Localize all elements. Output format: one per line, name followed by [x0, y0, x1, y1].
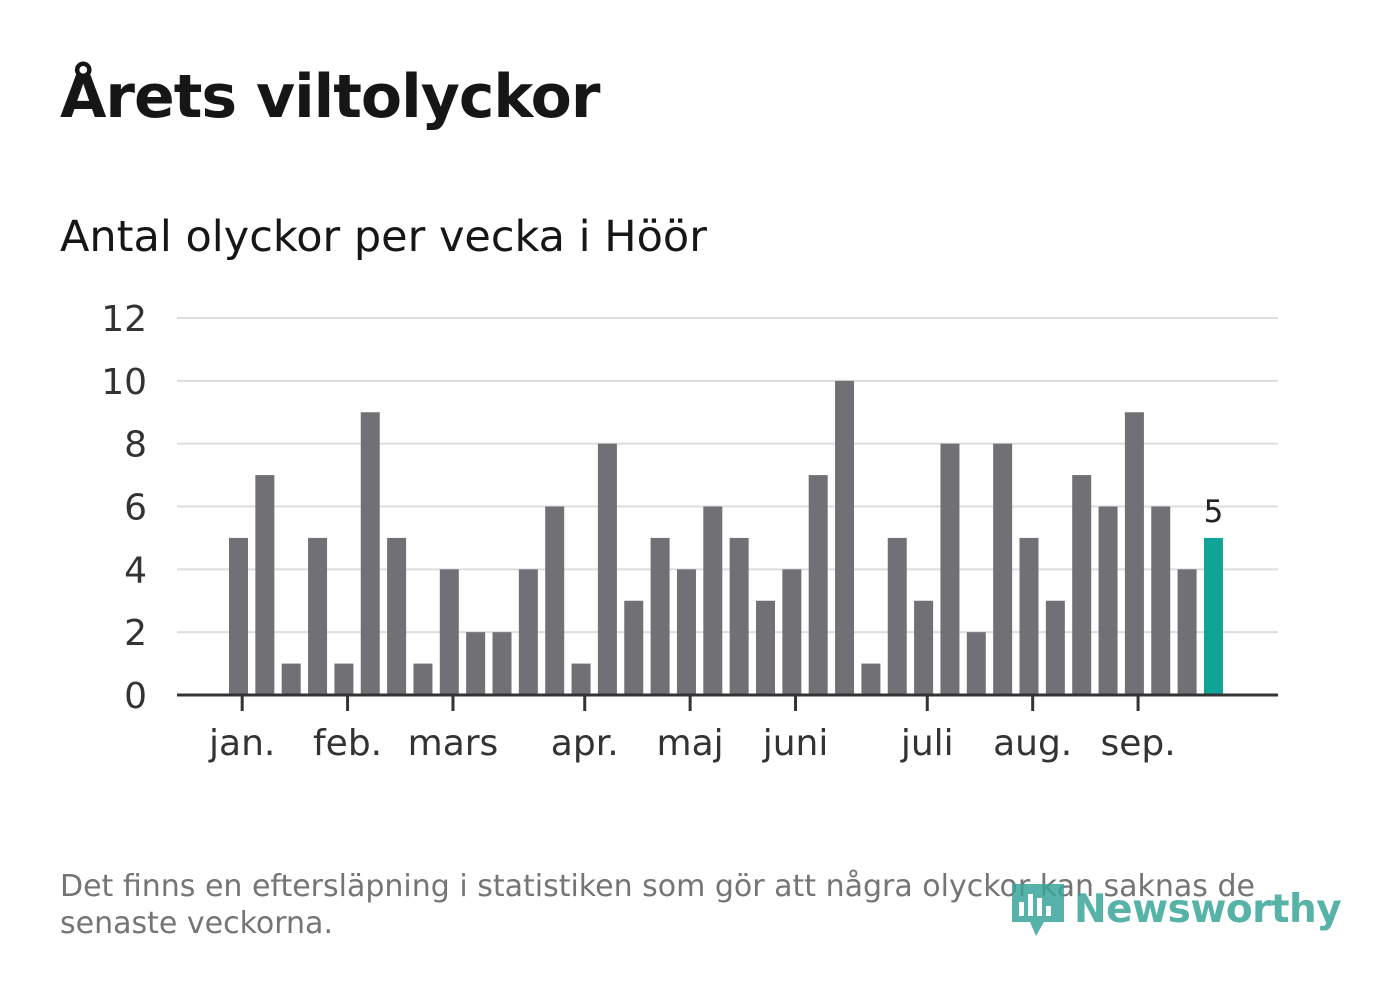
- x-tick-label: sep.: [1100, 723, 1175, 764]
- grid-lines: [177, 317, 1278, 634]
- bar: [1045, 600, 1065, 695]
- bar: [229, 537, 248, 695]
- bar: [966, 632, 986, 695]
- bar: [466, 632, 486, 695]
- bar: [887, 537, 907, 695]
- bar: [1177, 569, 1197, 695]
- bar: [597, 443, 617, 695]
- logo-text: Newsworthy: [1074, 886, 1342, 932]
- bar: [756, 600, 775, 695]
- bar: [782, 569, 802, 695]
- bar: [703, 506, 723, 695]
- newsworthy-bars-icon: [1012, 884, 1064, 936]
- bar: [808, 475, 828, 695]
- data-label-highlight: 5: [1204, 494, 1224, 530]
- bar: [413, 663, 433, 695]
- chart-subtitle: Antal olyckor per vecka i Höör: [60, 212, 707, 262]
- y-tick-label: 0: [124, 676, 147, 717]
- y-tick-label: 8: [124, 425, 147, 466]
- bar: [861, 663, 881, 695]
- bar: [545, 506, 565, 695]
- bar: [571, 663, 591, 695]
- bar: [518, 569, 538, 695]
- bar: [1124, 412, 1144, 695]
- newsworthy-logo: Newsworthy: [1010, 878, 1342, 940]
- x-tick-label: aug.: [993, 723, 1072, 764]
- bars: [229, 380, 1223, 695]
- chart-title: Årets viltolyckor: [60, 62, 600, 132]
- y-tick-label: 2: [124, 613, 147, 654]
- bar: [835, 380, 855, 695]
- bar: [255, 475, 275, 695]
- y-tick-label: 4: [124, 550, 147, 591]
- bar: [650, 537, 670, 695]
- bar: [676, 569, 696, 695]
- bar: [729, 537, 749, 695]
- bar: [492, 632, 512, 695]
- bar: [1019, 537, 1039, 695]
- y-tick-label: 10: [101, 362, 147, 403]
- x-tick-label: apr.: [551, 723, 619, 764]
- bar: [308, 537, 328, 695]
- bar: [1098, 506, 1118, 695]
- x-tick-label: juli: [900, 723, 954, 764]
- bar: [914, 600, 934, 695]
- y-axis-ticks: 0 2 4 6 8 10 12: [101, 299, 147, 717]
- bar: [993, 443, 1013, 695]
- bar-highlight: [1203, 537, 1223, 695]
- x-axis-ticks: jan. feb. mars apr. maj juni juli aug. sep.: [208, 695, 1176, 764]
- y-tick-label: 12: [101, 299, 147, 340]
- x-tick-label: maj: [657, 723, 724, 764]
- x-tick-label: mars: [408, 723, 499, 764]
- bar-chart: 0 2 4 6 8 10 12 jan. feb. mars apr. maj juni juli aug…: [101, 299, 1278, 764]
- bar: [334, 663, 354, 695]
- y-tick-label: 6: [124, 488, 147, 529]
- x-tick-label: jan.: [208, 723, 275, 764]
- bar: [281, 663, 301, 695]
- bar: [1151, 506, 1171, 695]
- bar: [439, 569, 459, 695]
- data-labels: 5: [1204, 494, 1224, 530]
- bar: [940, 443, 960, 695]
- x-tick-label: feb.: [313, 723, 382, 764]
- bar: [624, 600, 644, 695]
- x-tick-label: juni: [762, 723, 829, 764]
- bar: [360, 412, 380, 695]
- bar: [387, 537, 407, 695]
- bar: [1072, 475, 1092, 695]
